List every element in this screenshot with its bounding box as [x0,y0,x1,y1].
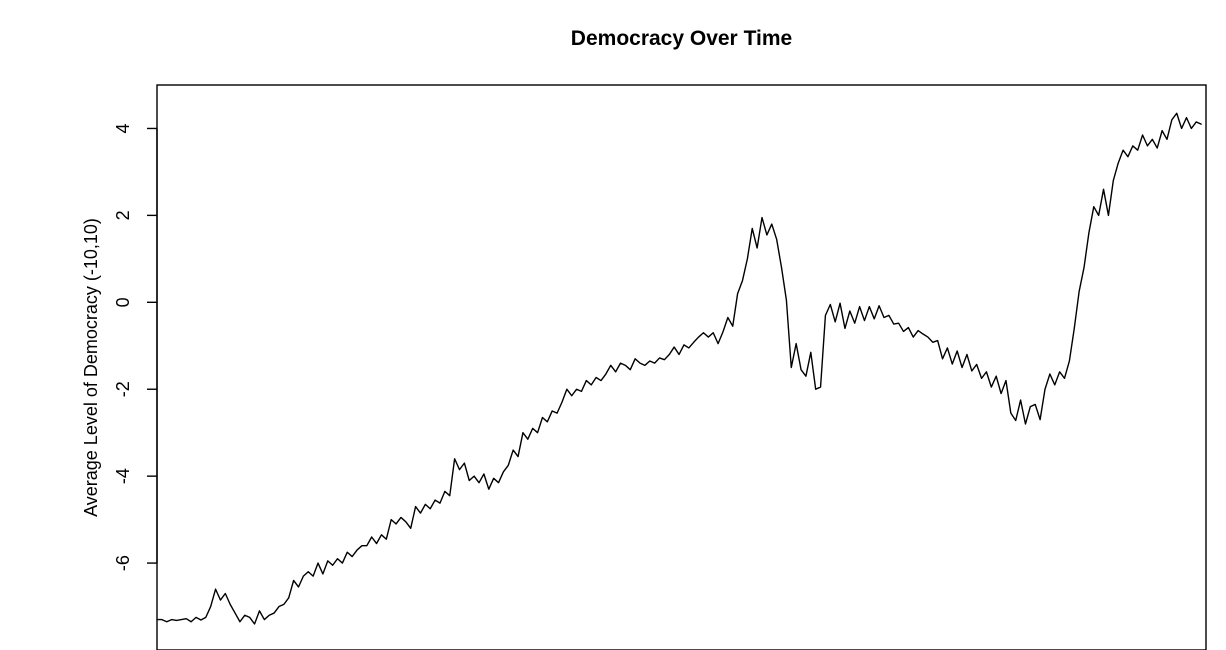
democracy-over-time-chart: Democracy Over Time Average Level of Dem… [0,0,1226,650]
y-tick-label: -2 [113,381,133,397]
y-tick-label: 2 [113,210,133,220]
plot-frame [157,85,1206,650]
y-tick-label: 4 [113,123,133,133]
y-tick-label: -6 [113,555,133,571]
line-series [157,113,1201,624]
y-tick-label: -4 [113,468,133,484]
y-axis-label: Average Level of Democracy (-10,10) [81,218,101,517]
y-axis: -6 -4 -2 0 2 4 [113,123,157,571]
chart-title: Democracy Over Time [571,27,792,50]
y-tick-label: 0 [113,297,133,307]
chart-svg: Democracy Over Time Average Level of Dem… [0,0,1226,650]
